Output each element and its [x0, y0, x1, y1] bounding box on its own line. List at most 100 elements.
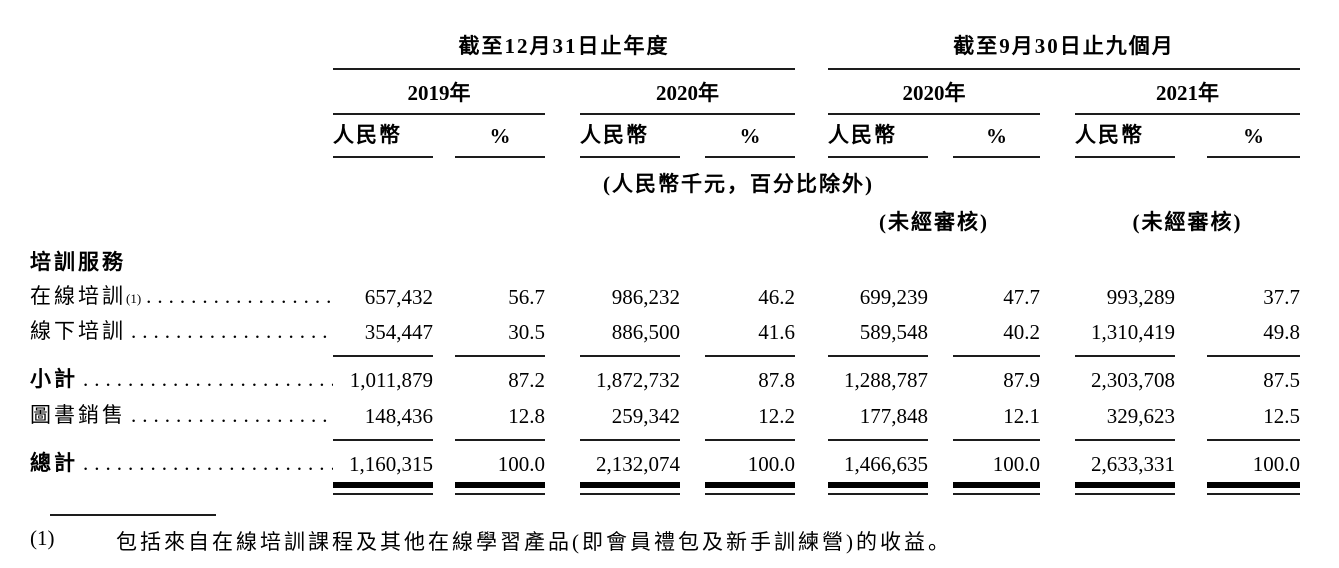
double-rule: [580, 482, 680, 495]
column-header-row: 人民幣 % 人民幣 % 人民幣 % 人民幣 %: [30, 115, 1300, 158]
rule-line: [455, 355, 545, 357]
row-label: 線下培訓: [30, 319, 126, 343]
row-label: 總計: [30, 451, 78, 475]
rule-line: [1075, 439, 1175, 441]
rule-line: [333, 355, 433, 357]
rule-line: [580, 439, 680, 441]
rule-line: [953, 355, 1040, 357]
cell-value: 100.0: [497, 452, 545, 476]
percent-header: %: [1175, 115, 1300, 158]
cell-value: 56.7: [508, 285, 545, 309]
cell-value: 12.2: [758, 404, 795, 428]
cell-value: 2,132,074: [596, 452, 680, 476]
cell-value: 1,872,732: [596, 368, 680, 392]
currency-header: 人民幣: [1040, 115, 1175, 158]
rule-line: [580, 355, 680, 357]
table-row-online-training: 在線培訓(1) 657,432 56.7 986,232 46.2 699,23…: [30, 280, 1300, 315]
row-label: 圖書銷售: [30, 403, 126, 427]
rule-line: [705, 439, 795, 441]
cell-value: 2,633,331: [1091, 452, 1175, 476]
table-row-offline-training: 線下培訓 354,447 30.5 886,500 41.6 589,548 4…: [30, 315, 1300, 350]
rule-line: [333, 439, 433, 441]
period-group-nine-month-header: 截至9月30日止九個月: [795, 30, 1300, 70]
year-header-2020: 2020年: [545, 70, 795, 115]
section-header-training-services: 培訓服務: [30, 250, 126, 274]
double-rule: [1207, 482, 1300, 495]
double-rule: [333, 482, 433, 495]
cell-value: 12.5: [1263, 404, 1300, 428]
unaudited-note: (未經審核): [879, 210, 989, 234]
cell-value: 886,500: [611, 320, 680, 344]
currency-header: 人民幣: [545, 115, 680, 158]
footnote-marker: (1): [30, 526, 55, 550]
cell-value: 699,239: [859, 285, 928, 309]
row-label-cell: 圖書銷售: [30, 398, 333, 434]
cell-value: 87.5: [1263, 368, 1300, 392]
period-group-nine-month-title: 截至9月30日止九個月: [828, 30, 1300, 70]
cell-value: 657,432: [364, 285, 433, 309]
table-row-total: 總計 1,160,315 100.0 2,132,074 100.0 1,466…: [30, 446, 1300, 482]
cell-value: 1,011,879: [349, 368, 433, 392]
double-rule: [953, 482, 1040, 495]
unaudited-note: (未經審核): [1132, 210, 1243, 234]
cell-value: 87.2: [508, 368, 545, 392]
unit-note-row: (人民幣千元，百分比除外): [30, 158, 1300, 204]
cell-value: 993,289: [1106, 285, 1175, 309]
section-header-row: 培訓服務: [30, 244, 1300, 280]
rule-row: [30, 434, 1300, 446]
cell-value: 259,342: [611, 404, 680, 428]
rule-line: [1207, 355, 1300, 357]
cell-value: 100.0: [992, 452, 1040, 476]
cell-value: 12.8: [508, 404, 545, 428]
period-group-row: 截至12月31日止年度 截至9月30日止九個月: [30, 30, 1300, 70]
dot-leader: [126, 319, 333, 344]
cell-value: 40.2: [1003, 320, 1040, 344]
rule-line: [1207, 439, 1300, 441]
cell-value: 1,160,315: [349, 452, 433, 476]
unaudited-note-row: (未經審核) (未經審核): [30, 204, 1300, 244]
year-header-9m-2021: 2021年: [1040, 70, 1300, 115]
cell-value: 986,232: [611, 285, 680, 309]
double-rule: [828, 482, 928, 495]
rule-line: [455, 439, 545, 441]
cell-value: 30.5: [508, 320, 545, 344]
double-rule: [1075, 482, 1175, 495]
row-label-cell: 小計: [30, 362, 333, 398]
table-row-subtotal: 小計 1,011,879 87.2 1,872,732 87.8 1,288,7…: [30, 362, 1300, 398]
currency-header: 人民幣: [795, 115, 928, 158]
cell-value: 100.0: [1252, 452, 1300, 476]
cell-value: 37.7: [1263, 285, 1300, 309]
year-header-9m-2020: 2020年: [795, 70, 1040, 115]
year-header-2019: 2019年: [333, 70, 545, 115]
cell-value: 589,548: [859, 320, 928, 344]
rule-line: [828, 355, 928, 357]
cell-value: 1,466,635: [844, 452, 928, 476]
rule-row: [30, 350, 1300, 362]
footnote: (1) 包括來自在線培訓課程及其他在線學習產品(即會員禮包及新手訓練營)的收益。: [30, 526, 1030, 556]
period-group-annual-title: 截至12月31日止年度: [333, 30, 795, 70]
row-label-cell: 在線培訓 (1): [30, 280, 333, 315]
dot-leader: [141, 284, 333, 309]
label-column-spacer: [30, 30, 333, 70]
footnote-separator: [50, 514, 216, 516]
double-rule-row: [30, 482, 1300, 502]
cell-value: 329,623: [1106, 404, 1175, 428]
cell-value: 87.8: [758, 368, 795, 392]
row-label: 小計: [30, 367, 78, 391]
row-label-cell: 線下培訓: [30, 315, 333, 350]
percent-header: %: [680, 115, 795, 158]
rule-line: [705, 355, 795, 357]
rule-line: [828, 439, 928, 441]
rule-line: [953, 439, 1040, 441]
row-label: 在線培訓: [30, 284, 126, 308]
revenue-breakdown-table: 截至12月31日止年度 截至9月30日止九個月 2019年 2020年 2020…: [30, 30, 1300, 502]
cell-value: 41.6: [758, 320, 795, 344]
dot-leader: [78, 451, 333, 476]
cell-value: 1,288,787: [844, 368, 928, 392]
cell-value: 87.9: [1003, 368, 1040, 392]
double-rule: [705, 482, 795, 495]
rule-line: [1075, 355, 1175, 357]
cell-value: 100.0: [747, 452, 795, 476]
cell-value: 148,436: [364, 404, 433, 428]
